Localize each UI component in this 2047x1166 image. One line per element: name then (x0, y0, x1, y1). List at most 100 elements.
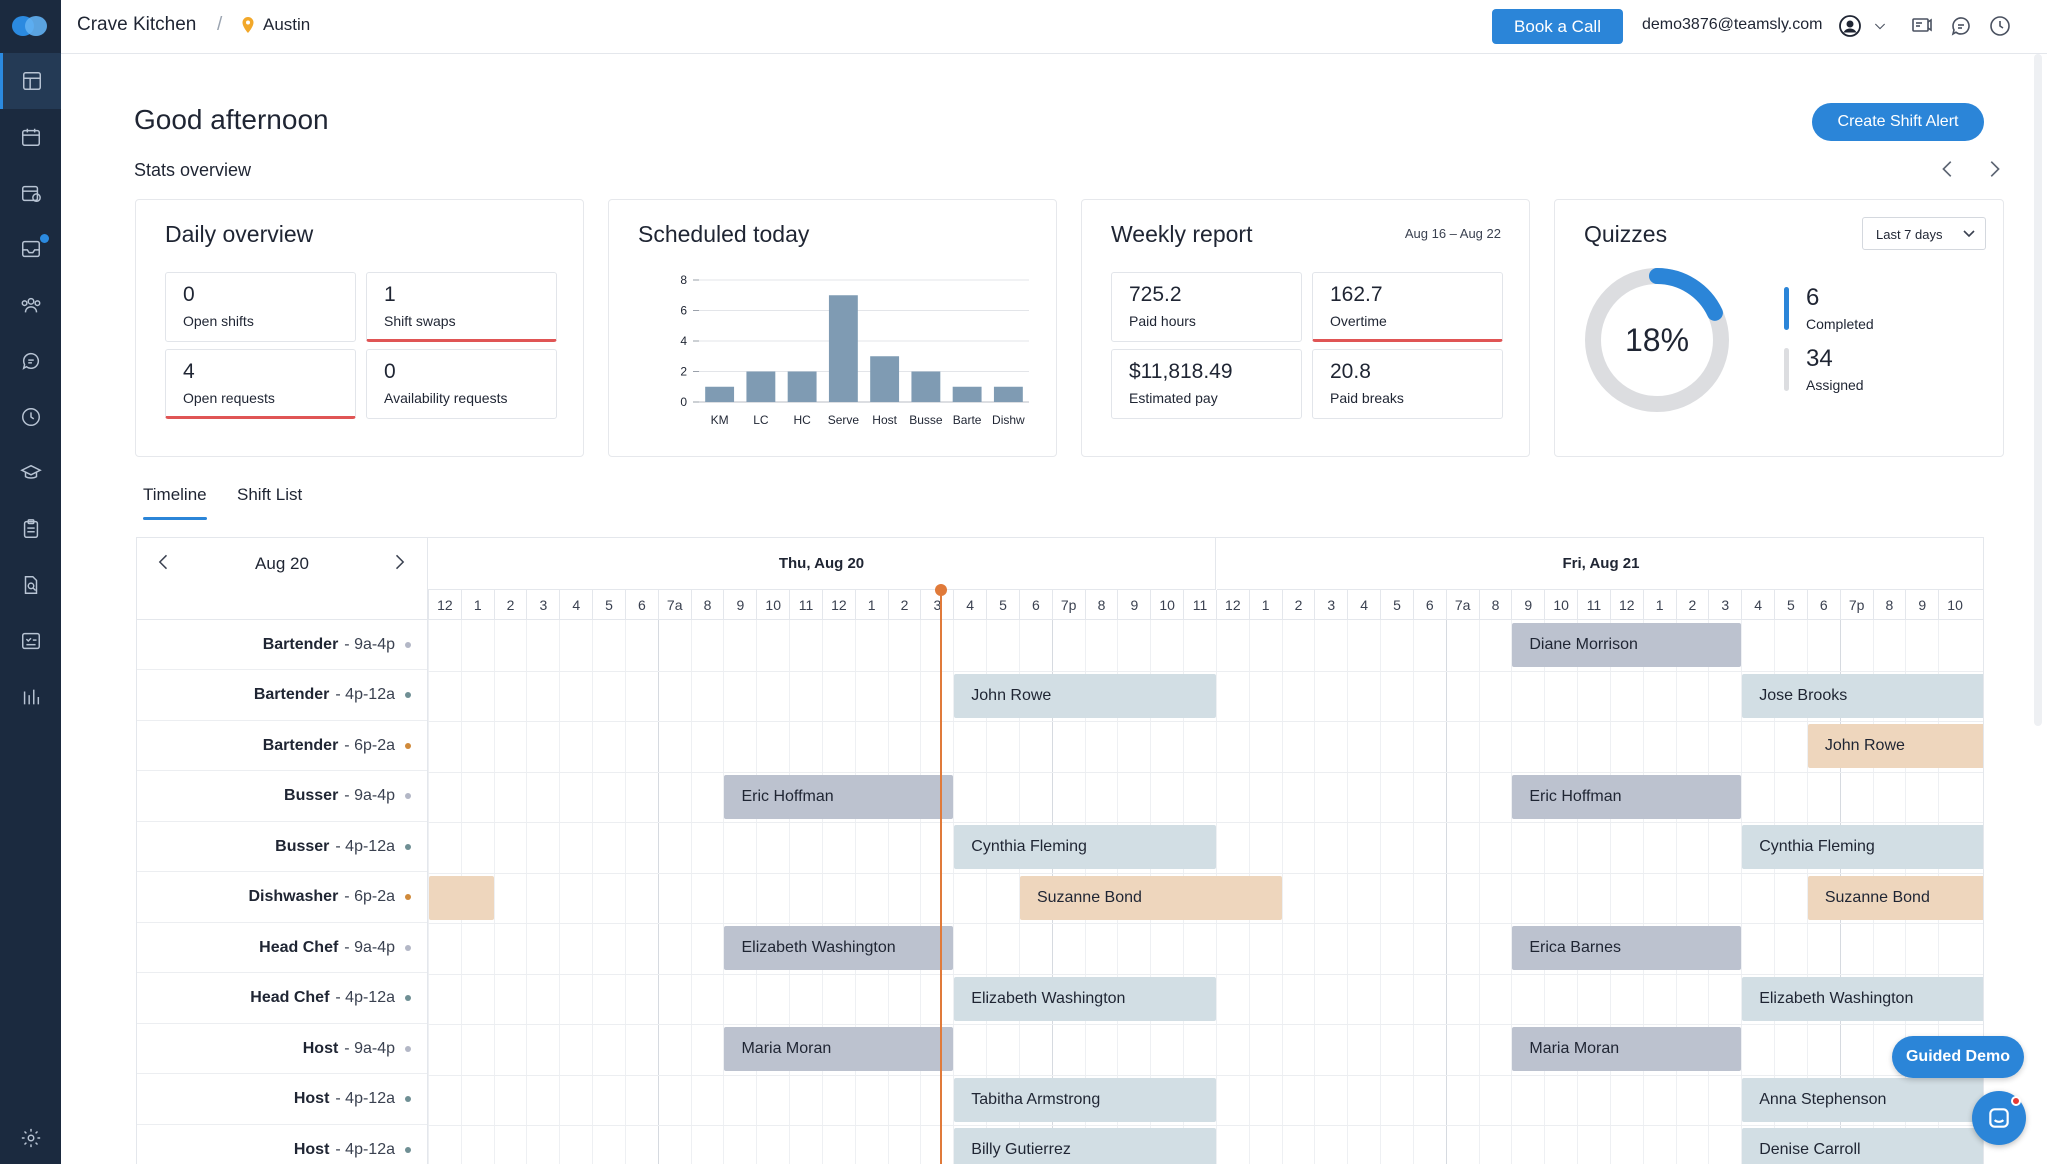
grid-line (1412, 620, 1414, 1164)
hour-tick: 10 (1938, 590, 1971, 620)
page-scrollbar[interactable] (2034, 54, 2042, 726)
shift-block[interactable]: Cynthia Fleming (954, 825, 1216, 869)
nav-team[interactable] (0, 277, 61, 333)
timeline-grid: Thu, Aug 20 Fri, Aug 21 12 1 2 3 4 5 6 7a 8 9 10 11… (428, 538, 1983, 1164)
tab-shift-list[interactable]: Shift List (237, 485, 303, 504)
announcements-button[interactable] (1909, 13, 1935, 39)
stat-tile-estimated-pay[interactable]: $11,818.49 Estimated pay (1111, 349, 1302, 419)
shift-row-label[interactable]: Host - 9a-4p (137, 1024, 427, 1074)
shift-row-label[interactable]: Head Chef - 9a-4p (137, 923, 427, 973)
shift-block[interactable]: Billy Gutierrez (954, 1128, 1216, 1164)
shift-block[interactable]: Elizabeth Washington (1742, 976, 1983, 1021)
chart-bar[interactable] (993, 386, 1023, 402)
user-email[interactable]: demo3876@teamsly.com (1642, 16, 1823, 33)
shift-type-dot (405, 944, 411, 951)
stat-tile-overtime[interactable]: 162.7 Overtime (1312, 272, 1503, 342)
chevron-left-icon (1942, 161, 1952, 177)
create-shift-alert-button[interactable]: Create Shift Alert (1812, 103, 1984, 141)
support-chat-button[interactable] (1972, 1091, 2026, 1145)
active-tab-indicator (143, 517, 207, 520)
shift-block[interactable]: Suzanne Bond (1807, 875, 1983, 920)
next-day-button[interactable] (389, 552, 411, 574)
shift-block[interactable]: Suzanne Bond (1019, 875, 1282, 920)
shift-block[interactable]: Eric Hoffman (724, 774, 954, 819)
stat-tile-paid-breaks[interactable]: 20.8 Paid breaks (1312, 349, 1503, 419)
nav-messages[interactable] (0, 333, 61, 389)
shift-block[interactable]: Anna Stephenson (1742, 1077, 1983, 1122)
shift-row-label[interactable]: Busser - 4p-12a (137, 822, 427, 872)
account-avatar[interactable] (1837, 13, 1863, 39)
shift-block[interactable]: Tabitha Armstrong (954, 1077, 1216, 1122)
nav-schedule[interactable] (0, 109, 61, 165)
tab-timeline[interactable]: Timeline (143, 485, 207, 504)
stats-prev-button[interactable] (1937, 158, 1961, 182)
shift-block[interactable]: Jose Brooks (1742, 673, 1983, 718)
nav-reports[interactable] (0, 669, 61, 725)
shift-block[interactable]: Diane Morrison (1512, 623, 1742, 667)
messages-button[interactable] (1948, 13, 1974, 39)
time-clock-button[interactable] (1987, 13, 2013, 39)
chart-bar[interactable] (705, 386, 735, 402)
stat-tile-availability-requests[interactable]: 0 Availability requests (366, 349, 557, 419)
shift-block[interactable]: Maria Moran (1512, 1027, 1742, 1071)
nav-payroll[interactable] (0, 613, 61, 669)
hour-tick: 11 (789, 590, 822, 620)
stat-tile-open-shifts[interactable]: 0 Open shifts (165, 272, 356, 342)
guided-demo-button[interactable]: Guided Demo (1892, 1036, 2024, 1078)
shift-row-label[interactable]: Bartender - 6p-2a (137, 721, 427, 771)
shift-row-label[interactable]: Head Chef - 4p-12a (137, 974, 427, 1024)
chart-bar[interactable] (746, 371, 776, 403)
shift-block[interactable]: Denise Carroll (1742, 1128, 1983, 1164)
app-logo-icon[interactable] (10, 14, 50, 38)
book-call-button[interactable]: Book a Call (1492, 9, 1623, 44)
nav-documents[interactable] (0, 557, 61, 613)
hour-tick: 5 (1774, 590, 1807, 620)
hour-tick: 4 (559, 590, 592, 620)
breadcrumb-separator: / (217, 14, 223, 35)
x-tick-label: Serve (828, 413, 860, 427)
weekly-report-card: Weekly report Aug 16 – Aug 22 725.2 Paid… (1081, 199, 1530, 457)
shift-block[interactable]: Eric Hoffman (1512, 774, 1742, 819)
stat-tile-open-requests[interactable]: 4 Open requests (165, 349, 356, 419)
shift-time: - 9a-4p (344, 938, 395, 956)
company-name[interactable]: Crave Kitchen (77, 14, 197, 35)
shift-row-label[interactable]: Host - 4p-12a (137, 1125, 427, 1164)
clipboard-icon (23, 519, 38, 538)
chart-bar[interactable] (828, 295, 858, 402)
location-name[interactable]: Austin (263, 15, 311, 34)
chart-bar[interactable] (870, 356, 900, 402)
shift-block[interactable]: John Rowe (1807, 724, 1983, 768)
shift-row-label[interactable]: Bartender - 9a-4p (137, 620, 427, 670)
stat-tile-shift-swaps[interactable]: 1 Shift swaps (366, 272, 557, 342)
prev-day-button[interactable] (154, 552, 176, 574)
shift-block[interactable]: John Rowe (954, 673, 1216, 718)
stat-tile-paid-hours[interactable]: 725.2 Paid hours (1111, 272, 1302, 342)
nav-training[interactable] (0, 445, 61, 501)
row-divider (428, 721, 1983, 722)
nav-time-off[interactable] (0, 165, 61, 221)
shift-row-label[interactable]: Dishwasher - 6p-2a (137, 873, 427, 923)
quiz-period-select[interactable]: Last 7 days (1862, 217, 1986, 250)
row-divider (428, 670, 1983, 672)
shift-block[interactable] (429, 875, 494, 920)
chart-bar[interactable] (787, 371, 817, 403)
shift-block[interactable]: Elizabeth Washington (954, 976, 1216, 1021)
shift-block[interactable]: Elizabeth Washington (724, 926, 954, 970)
shift-row-label[interactable]: Busser - 9a-4p (137, 772, 427, 822)
nav-tasks[interactable] (0, 501, 61, 557)
shift-block[interactable]: Maria Moran (724, 1027, 954, 1071)
shift-row-label[interactable]: Host - 4p-12a (137, 1075, 427, 1125)
nav-dashboard[interactable] (0, 53, 61, 109)
shift-block[interactable]: Erica Barnes (1512, 926, 1742, 970)
chart-bar[interactable] (911, 371, 941, 403)
account-menu-toggle[interactable] (1867, 13, 1893, 39)
shift-row-label[interactable]: Bartender - 4p-12a (137, 671, 427, 721)
shift-block[interactable]: Cynthia Fleming (1742, 825, 1983, 869)
nav-timeclock[interactable] (0, 389, 61, 445)
nav-inbox[interactable] (0, 221, 61, 277)
current-date[interactable]: Aug 20 (255, 554, 309, 573)
chart-bar[interactable] (952, 386, 982, 402)
stats-next-button[interactable] (1983, 158, 2007, 182)
nav-settings[interactable] (0, 1110, 61, 1166)
quizzes-card: Quizzes Last 7 days 18% 6 Completed 34 A… (1554, 199, 2004, 457)
